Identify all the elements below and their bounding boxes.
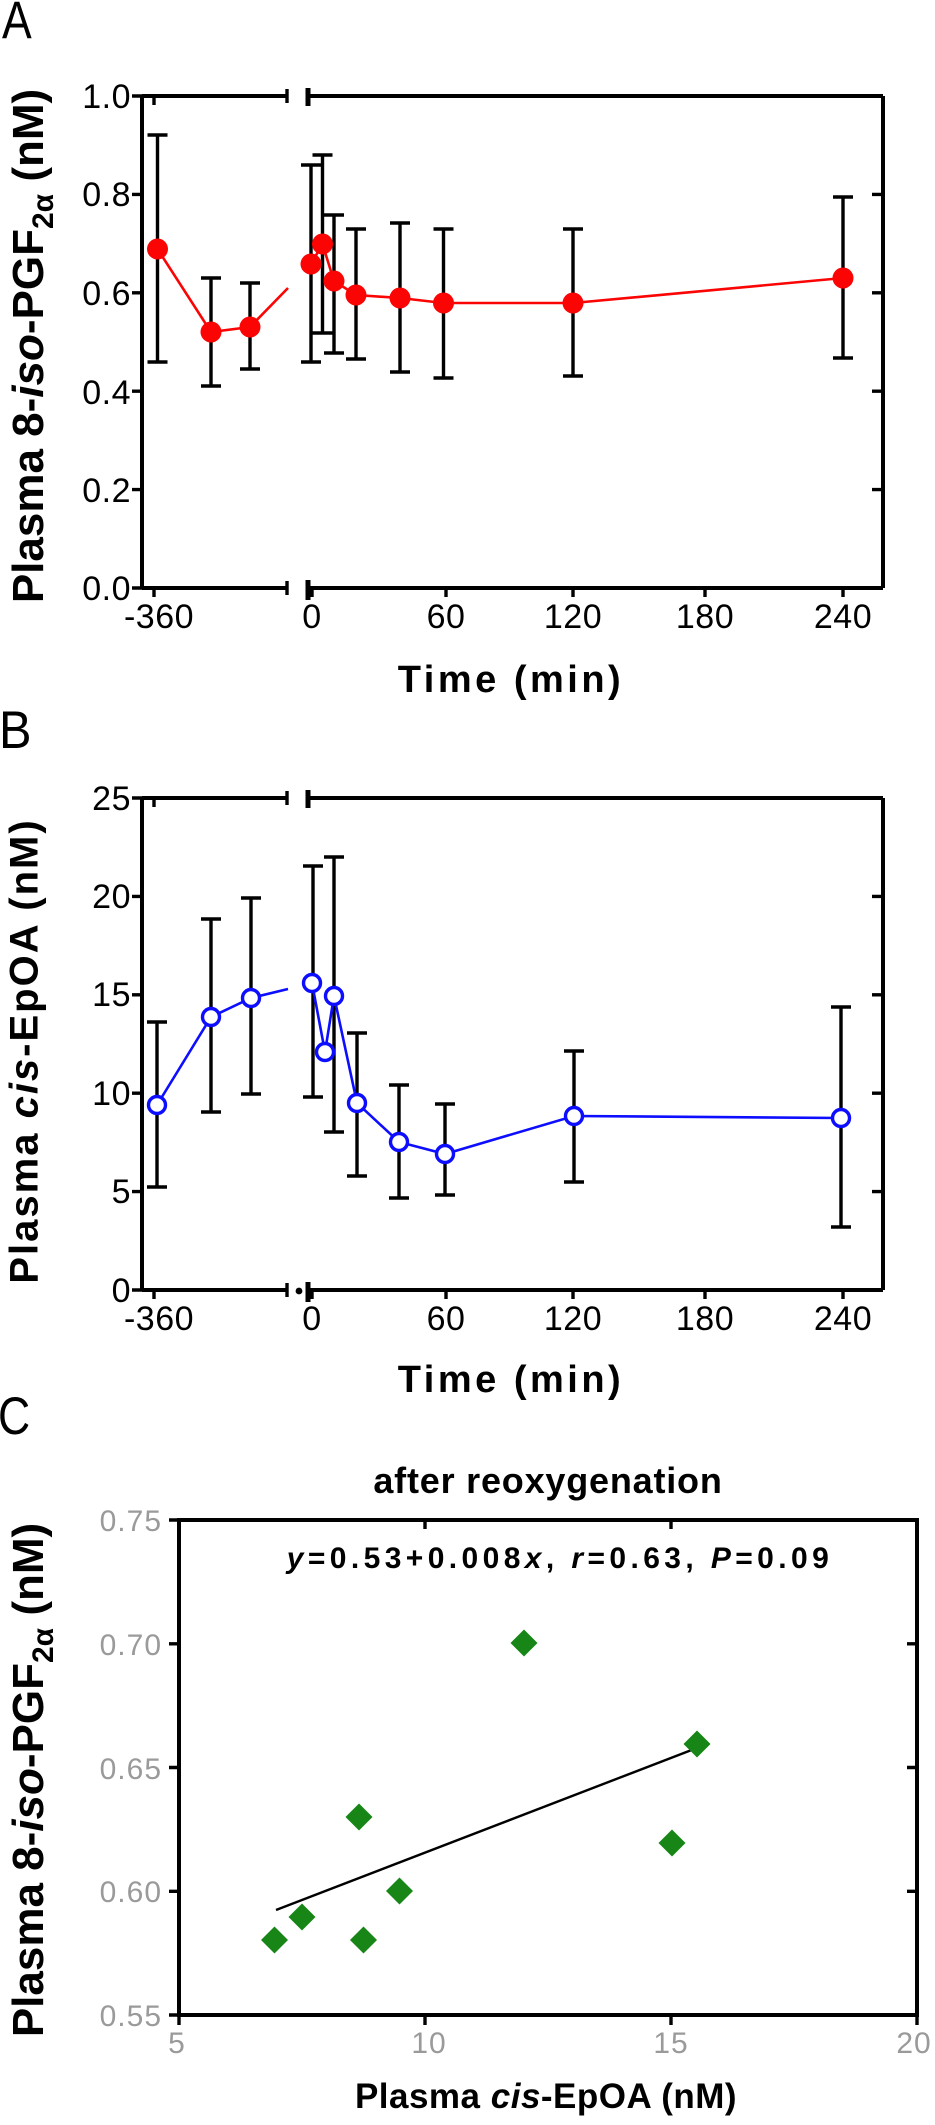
svg-text:180: 180 — [676, 1300, 734, 1338]
svg-text:A: A — [2, 0, 32, 50]
svg-text:15: 15 — [653, 2027, 688, 2060]
svg-text:0.70: 0.70 — [100, 1629, 162, 1662]
svg-text:0.2: 0.2 — [82, 472, 131, 510]
svg-text:0.0: 0.0 — [82, 570, 131, 608]
svg-text:Time (min): Time (min) — [398, 659, 624, 701]
svg-text:240: 240 — [814, 1300, 872, 1338]
svg-text:1.0: 1.0 — [82, 78, 131, 116]
svg-text:Plasma cis-EpOA (nM): Plasma cis-EpOA (nM) — [3, 818, 47, 1283]
svg-text:120: 120 — [544, 1300, 602, 1338]
svg-text:25: 25 — [92, 780, 131, 818]
svg-text:B: B — [0, 700, 32, 759]
svg-text:0: 0 — [302, 1300, 321, 1338]
svg-text:5: 5 — [168, 2027, 186, 2060]
svg-text:120: 120 — [544, 598, 602, 636]
svg-text:C: C — [0, 1387, 30, 1445]
svg-text:Plasma cis-EpOA (nM): Plasma cis-EpOA (nM) — [355, 2077, 737, 2116]
svg-text:-360: -360 — [124, 1300, 194, 1338]
svg-text:5: 5 — [112, 1173, 131, 1211]
svg-text:y=0.53+0.008x, r=0.63, P=0.0: y=0.53+0.008x, r=0.63, P=0.09 — [285, 1542, 833, 1575]
svg-text:20: 20 — [92, 878, 131, 916]
svg-text:20: 20 — [896, 2027, 931, 2060]
svg-text:10: 10 — [411, 2027, 446, 2060]
svg-text:Plasma 8-iso-PGF2α (nM): Plasma 8-iso-PGF2α (nM) — [4, 1523, 60, 2037]
svg-text:0: 0 — [112, 1272, 131, 1310]
svg-text:after reoxygenation: after reoxygenation — [373, 1460, 722, 1501]
svg-text:0.4: 0.4 — [82, 374, 131, 412]
svg-text:10: 10 — [92, 1075, 131, 1113]
svg-text:0.8: 0.8 — [82, 176, 131, 214]
svg-text:180: 180 — [676, 598, 734, 636]
svg-text:240: 240 — [814, 598, 872, 636]
svg-text:60: 60 — [427, 1300, 466, 1338]
svg-text:0.55: 0.55 — [100, 2000, 162, 2033]
svg-text:0.75: 0.75 — [100, 1505, 162, 1538]
svg-text:60: 60 — [427, 598, 466, 636]
svg-text:Time (min): Time (min) — [398, 1359, 624, 1401]
svg-text:-360: -360 — [124, 598, 194, 636]
svg-text:Plasma 8-iso-PGF2α (nM): Plasma 8-iso-PGF2α (nM) — [4, 89, 60, 603]
svg-text:0.60: 0.60 — [100, 1876, 162, 1909]
svg-text:0.6: 0.6 — [82, 275, 131, 313]
svg-text:15: 15 — [92, 976, 131, 1014]
svg-text:0.65: 0.65 — [100, 1753, 162, 1786]
svg-text:0: 0 — [302, 598, 321, 636]
